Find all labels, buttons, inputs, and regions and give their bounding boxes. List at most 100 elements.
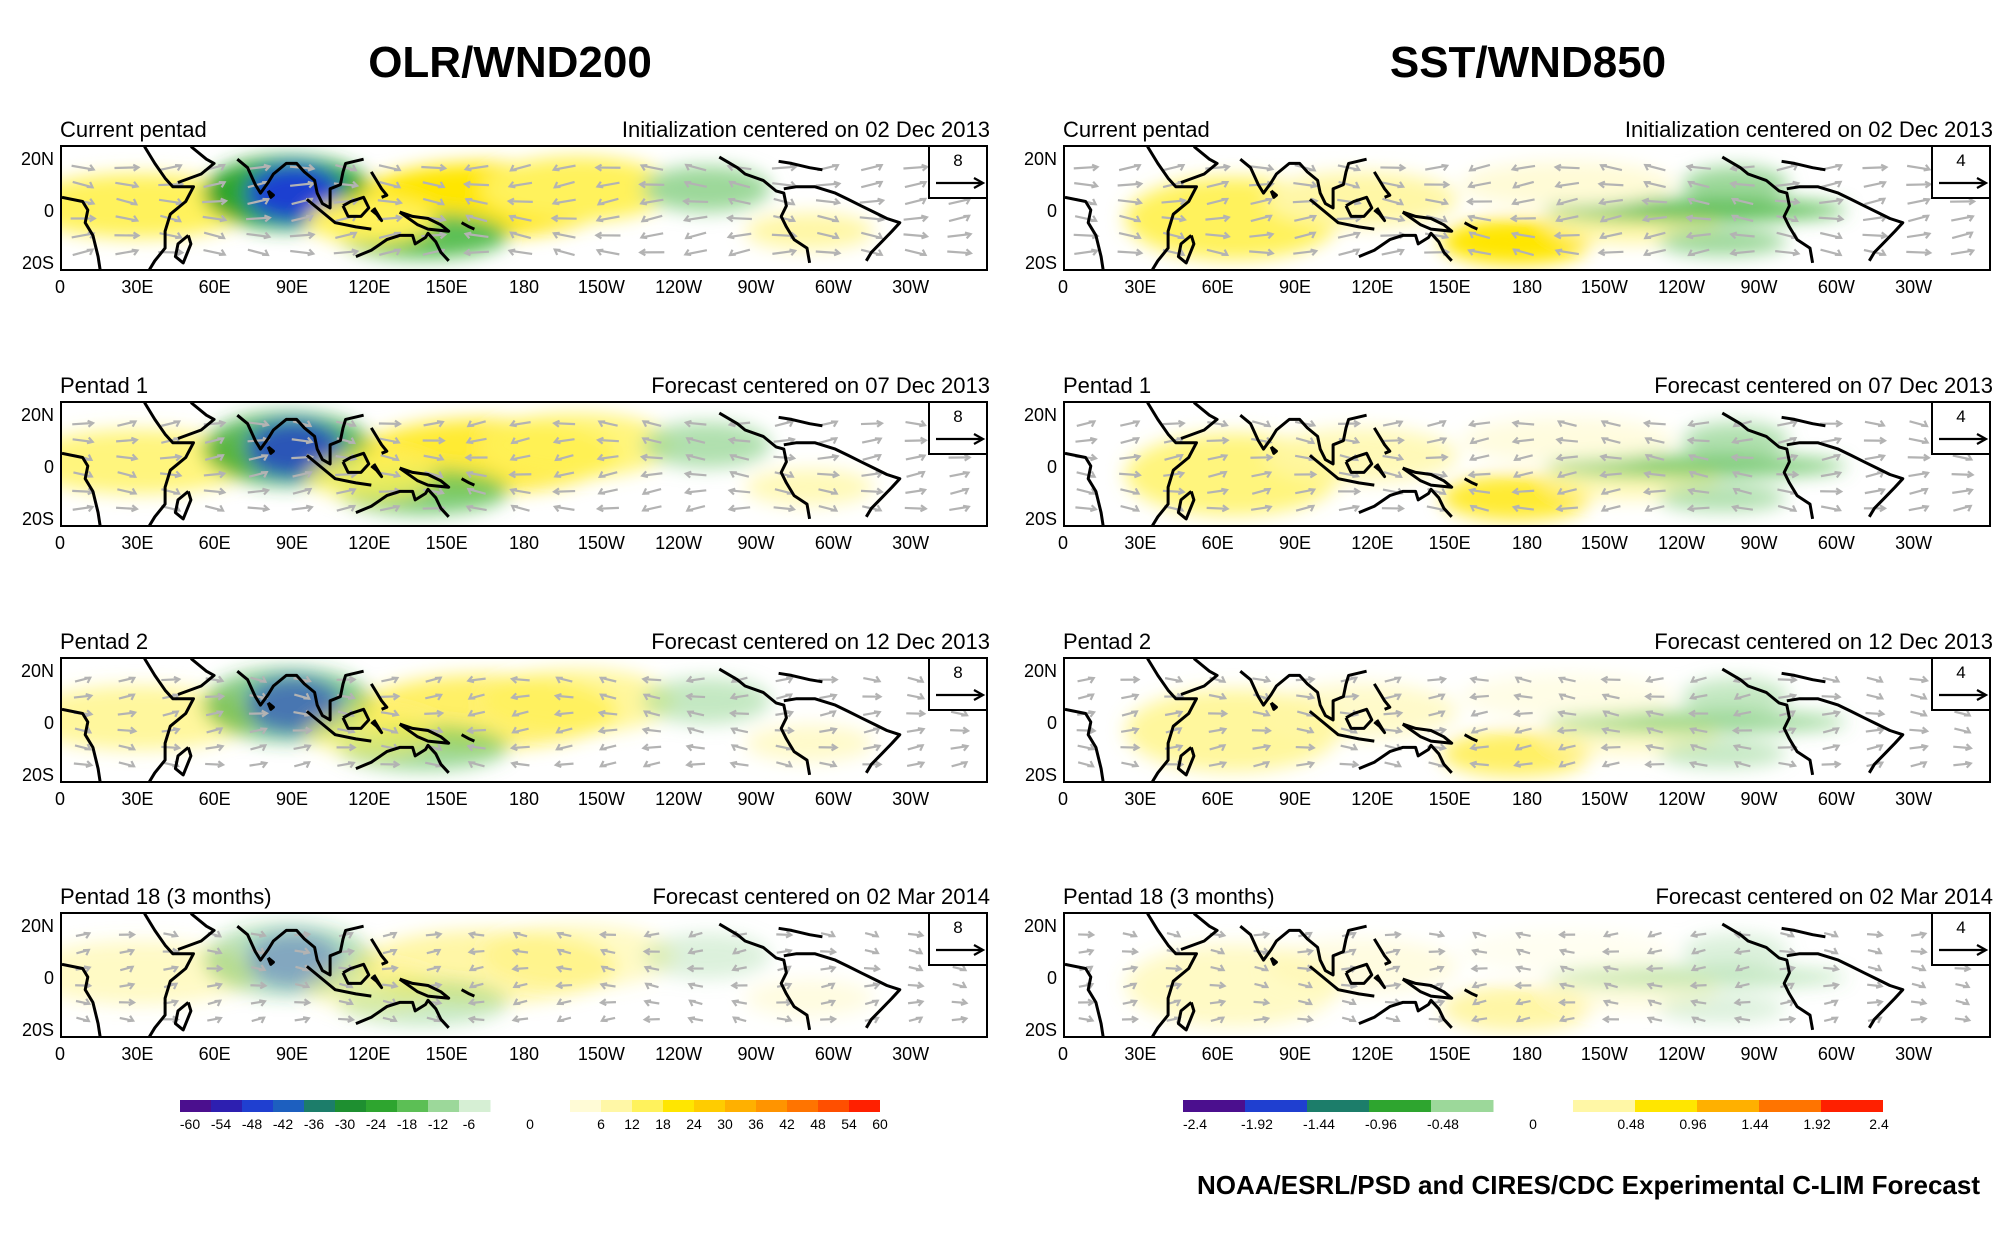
lon-tick-label: 150E <box>1428 533 1471 553</box>
reference-vector-box: 4 <box>1931 147 1989 199</box>
coastlines <box>1065 659 1905 781</box>
anomaly-shading <box>1125 673 1847 777</box>
colorbar-swatch <box>725 1100 757 1112</box>
lon-tick-label: 120E <box>348 277 391 297</box>
colorbar-tick-label: -24 <box>365 1116 387 1132</box>
colorbar: -60 -54 -48 -42 -36 -30 -24 -18 -12 -6 0 6 12 18 24 30 3… <box>180 1100 888 1140</box>
colorbar-tick-label: 6 <box>597 1116 605 1132</box>
wind-vectors <box>70 163 974 257</box>
lon-tick-label: 30W <box>1895 277 1933 297</box>
lon-tick-label: 150E <box>1428 1044 1471 1064</box>
map-panel: Current pentad Initialization centered on… <box>1063 117 1993 272</box>
reference-vector-box: 4 <box>1931 914 1989 966</box>
colorbar-tick-label: 48 <box>810 1116 826 1132</box>
lon-tick-label: 120W <box>1658 1044 1706 1064</box>
lon-tick-label: 150E <box>425 277 468 297</box>
lon-tick-label: 60E <box>198 277 231 297</box>
lat-tick-label: 0 <box>43 457 54 477</box>
reference-vector-box: 4 <box>1931 659 1989 711</box>
panel-date-label: Forecast centered on 12 Dec 2013 <box>1654 629 1993 654</box>
colorbar-tick-label: -1.44 <box>1303 1116 1335 1132</box>
column-title-left: OLR/WND200 <box>368 38 652 87</box>
lat-tick-label: 0 <box>1046 968 1057 988</box>
lat-tick-label: 20S <box>21 253 54 273</box>
lon-tick-label: 90E <box>1278 533 1312 553</box>
colorbar-tick-label: 18 <box>655 1116 671 1132</box>
lon-tick-label: 150W <box>577 533 625 553</box>
panel-label: Current pentad <box>1063 117 1210 142</box>
map-plot-area: 4 <box>1063 912 1991 1038</box>
colorbar-tick-label: 36 <box>748 1116 764 1132</box>
lon-tick-label: 0 <box>1057 789 1068 809</box>
lon-tick-label: 30W <box>1895 533 1933 553</box>
map-plot-area: 8 <box>60 401 988 527</box>
reference-vector-value: 8 <box>953 663 963 682</box>
lon-tick-label: 30W <box>892 277 930 297</box>
lon-tick-label: 120E <box>1351 277 1394 297</box>
lon-tick-label: 150E <box>425 533 468 553</box>
colorbar-tick-label: 54 <box>841 1116 857 1132</box>
anomaly-shading <box>1125 417 1847 521</box>
lon-tick-label: 60E <box>1201 1044 1234 1064</box>
coastlines <box>62 147 902 269</box>
lon-tick-label: 150W <box>1580 277 1628 297</box>
reference-vector-box: 8 <box>928 914 986 966</box>
lon-tick-label: 120W <box>655 1044 703 1064</box>
map-panel: Pentad 18 (3 months) Forecast centered on… <box>60 884 990 1039</box>
panel-date-label: Initialization centered on 02 Dec 2013 <box>1624 117 1993 142</box>
lon-tick-label: 60W <box>1817 533 1855 553</box>
map-plot-area: 8 <box>60 657 988 783</box>
panel-date-label: Forecast centered on 02 Mar 2014 <box>1655 884 1993 909</box>
lon-tick-label: 120W <box>655 277 703 297</box>
lat-tick-label: 20N <box>20 916 54 936</box>
lon-tick-label: 60W <box>814 533 852 553</box>
map-plot-area: 4 <box>1063 401 1991 527</box>
panel-label: Current pentad <box>60 117 207 142</box>
lon-tick-label: 60W <box>814 277 852 297</box>
anomaly-shading <box>62 923 874 1026</box>
lat-tick-label: 20N <box>20 661 54 681</box>
lon-tick-label: 120E <box>348 789 391 809</box>
colorbar-swatch <box>428 1100 460 1112</box>
colorbar-swatch <box>632 1100 664 1112</box>
lon-tick-label: 0 <box>1057 1044 1068 1064</box>
colorbar-tick-label: -42 <box>272 1116 294 1132</box>
colorbar: -2.4 -1.92 -1.44 -0.96 -0.48 0 0.48 0.96 1.44 1.9… <box>1183 1100 1889 1140</box>
map-plot-area: 8 <box>60 145 988 271</box>
lon-tick-label: 60W <box>814 1044 852 1064</box>
lon-tick-label: 150E <box>425 789 468 809</box>
colorbar-swatch <box>601 1100 633 1112</box>
lon-tick-label: 180 <box>1511 1044 1543 1064</box>
panel-label: Pentad 1 <box>60 373 149 398</box>
colorbar-tick-label: 42 <box>779 1116 795 1132</box>
lon-tick-label: 30E <box>1124 277 1157 297</box>
lon-tick-label: 90E <box>1278 277 1312 297</box>
lon-tick-label: 30W <box>1895 1044 1933 1064</box>
colorbar-swatch <box>1369 1100 1432 1112</box>
lon-tick-label: 180 <box>508 533 540 553</box>
colorbar-tick-label: -60 <box>179 1116 201 1132</box>
coastlines <box>62 659 902 781</box>
colorbar-tick-label: 1.92 <box>1803 1116 1831 1132</box>
lon-tick-label: 30W <box>892 533 930 553</box>
colorbar-tick-label: -48 <box>241 1116 263 1132</box>
lon-tick-label: 180 <box>1511 789 1543 809</box>
colorbar-swatch <box>1573 1100 1636 1112</box>
panel-label: Pentad 2 <box>60 629 149 654</box>
colorbar-swatch <box>1307 1100 1370 1112</box>
reference-arrow-icon <box>1939 944 1989 956</box>
colorbar-tick-label: -18 <box>396 1116 418 1132</box>
lon-tick-label: 120E <box>348 1044 391 1064</box>
reference-arrow-icon <box>1939 177 1989 189</box>
colorbar-tick-label: -1.92 <box>1241 1116 1273 1132</box>
lat-tick-label: 20N <box>1023 149 1057 169</box>
panel-label: Pentad 2 <box>1063 629 1152 654</box>
colorbar-swatch <box>366 1100 398 1112</box>
colorbar-swatch <box>459 1100 491 1112</box>
lon-tick-label: 60E <box>1201 789 1234 809</box>
lon-tick-label: 30E <box>1124 533 1157 553</box>
lon-tick-label: 90W <box>737 533 775 553</box>
lat-tick-label: 0 <box>43 713 54 733</box>
colorbar-swatch <box>818 1100 850 1112</box>
reference-vector-box: 8 <box>928 147 986 199</box>
